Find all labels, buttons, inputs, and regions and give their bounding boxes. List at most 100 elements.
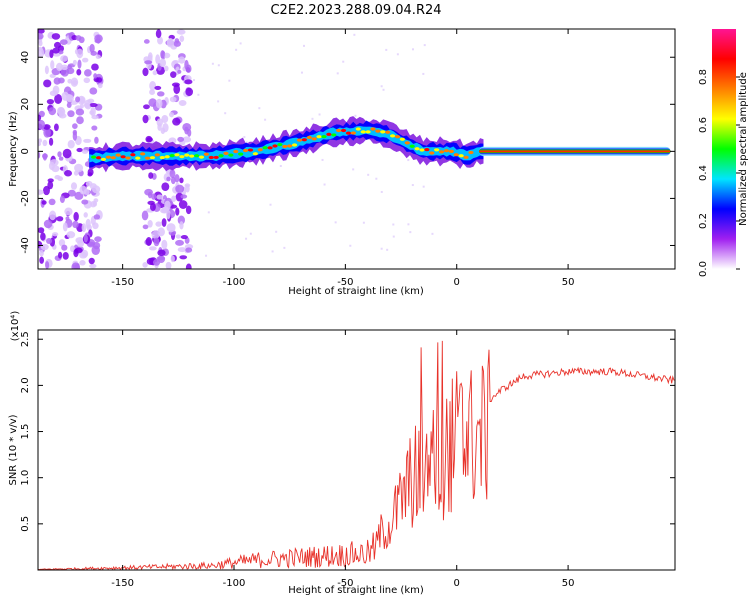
spectrogram-speck <box>245 237 248 240</box>
spectrogram-speck <box>409 231 412 234</box>
spectrogram-noise-point <box>38 114 42 122</box>
ridge-core-point <box>105 155 111 159</box>
ridge-core-point <box>301 138 307 142</box>
ridge-core-point <box>164 155 170 159</box>
ridge-core-point <box>149 156 156 160</box>
spectrogram-speck <box>396 53 399 56</box>
spectrogram-noise-point <box>184 79 193 85</box>
spectrogram-noise-point <box>179 35 185 43</box>
spectrogram-noise-point <box>91 245 100 256</box>
spectrogram-noise-point <box>65 216 70 221</box>
spectrogram-noise-point <box>58 239 66 247</box>
spectrogram-noise-point <box>38 151 41 159</box>
spectrogram-noise-point <box>185 247 193 253</box>
ridge-core-point <box>434 148 440 152</box>
spectrogram-noise-point <box>171 195 177 202</box>
spectrogram-speck <box>352 168 355 171</box>
spectrogram-noise-point <box>83 234 88 243</box>
spectrogram-noise-point <box>155 29 162 39</box>
spectrogram-noise-point <box>55 62 63 72</box>
ridge-core-point <box>115 153 121 157</box>
spectrogram-noise-point <box>142 261 148 268</box>
ridge-core-point <box>213 155 219 160</box>
ridge-core-point <box>120 155 126 159</box>
spectrogram-noise-point <box>142 224 149 230</box>
spectrogram-noise-point <box>67 189 76 197</box>
ridge-core-point <box>100 157 107 161</box>
spectrogram-noise-point <box>149 80 157 91</box>
spectrogram-noise-point <box>43 219 53 229</box>
spectrogram-noise-point <box>144 60 153 65</box>
spectrogram-speck <box>380 85 383 88</box>
spectrogram-noise-point <box>81 223 87 233</box>
spectrogram-speck <box>197 93 200 96</box>
spectrogram-noise-point <box>50 60 55 70</box>
spectrogram-noise-point <box>155 221 162 227</box>
snr-plot-area <box>38 330 675 570</box>
ridge-core-point <box>262 146 268 150</box>
ridge-core-point <box>144 156 151 160</box>
spectrogram-noise-point <box>77 59 82 69</box>
ridge-core-point <box>429 151 435 155</box>
spectrogram-noise-point <box>149 89 155 96</box>
spectrogram-noise-point <box>177 136 185 142</box>
spectrogram-noise-point <box>62 222 68 232</box>
spectrogram-noise-point <box>72 59 77 66</box>
spectrogram-y-tick-label: 40 <box>20 51 31 64</box>
spectrogram-noise-point <box>94 236 102 243</box>
ridge-core-point <box>257 148 263 152</box>
ridge-core-point <box>453 153 459 157</box>
snr-ylabel: SNR (10 * v/v) <box>8 414 19 485</box>
ridge-core-point <box>198 155 205 159</box>
spectrogram-speck <box>207 211 210 214</box>
spectrogram-speck <box>279 164 282 167</box>
spectrogram-noise-point <box>87 172 93 177</box>
spectrogram-noise-point <box>53 41 62 49</box>
ridge-core-point <box>394 135 401 139</box>
spectrogram-noise-point <box>179 255 188 260</box>
spectrogram-speck <box>392 223 395 226</box>
spectrogram-noise-point <box>161 239 168 250</box>
ridge-core-point <box>438 150 445 154</box>
spectrogram-speck <box>411 184 414 187</box>
ridge-core-point <box>110 156 116 160</box>
spectrogram-noise-point <box>164 65 169 72</box>
ridge-core-point <box>296 138 303 142</box>
ridge-core-point <box>311 137 317 141</box>
spectrogram-noise-point <box>155 98 163 109</box>
spectrogram-panel: -150 -100 -50 0 50 -40 -20 0 20 40 Height of str… <box>8 28 676 297</box>
spectrogram-noise-point <box>152 70 158 76</box>
colorbar-tick-label: 0.4 <box>698 165 709 181</box>
ridge-core-point <box>238 152 244 156</box>
spectrogram-noise-point <box>175 234 181 239</box>
spectrogram-noise-point <box>161 182 170 191</box>
spectrogram-speck <box>362 221 365 224</box>
spectrogram-noise-point <box>83 102 91 109</box>
spectrogram-noise-point <box>38 33 44 40</box>
snr-y-tick-label: 1.5 <box>20 424 31 440</box>
spectrogram-noise-point <box>73 211 79 222</box>
spectrogram-noise-point <box>40 232 46 241</box>
ridge-core-point <box>218 154 224 158</box>
spectrogram-noise-point <box>70 182 78 190</box>
spectrogram-noise-point <box>58 50 64 55</box>
spectrogram-noise-point <box>141 210 149 221</box>
spectrogram-speck <box>205 254 208 257</box>
spectrogram-noise-point <box>185 263 192 269</box>
spectrogram-noise-point <box>76 68 82 76</box>
ridge-core-point <box>159 155 165 160</box>
spectrogram-speck <box>407 223 410 226</box>
spectrogram-noise-point <box>175 184 185 194</box>
spectrogram-noise-point <box>83 188 90 196</box>
ridge-core-point <box>316 135 322 139</box>
snr-marks <box>38 340 675 570</box>
spectrogram-noise-point <box>79 260 86 266</box>
spectrogram-noise-point <box>43 127 51 138</box>
snr-panel: -150 -100 -50 0 50 0.5 1.0 1.5 2.0 2.5 Height of… <box>8 311 676 596</box>
spectrogram-speck <box>217 64 220 67</box>
spectrogram-noise-point <box>72 131 78 141</box>
spectrogram-speck <box>392 235 395 238</box>
spectrogram-noise-point <box>54 93 63 104</box>
ridge-core-point <box>385 130 391 134</box>
